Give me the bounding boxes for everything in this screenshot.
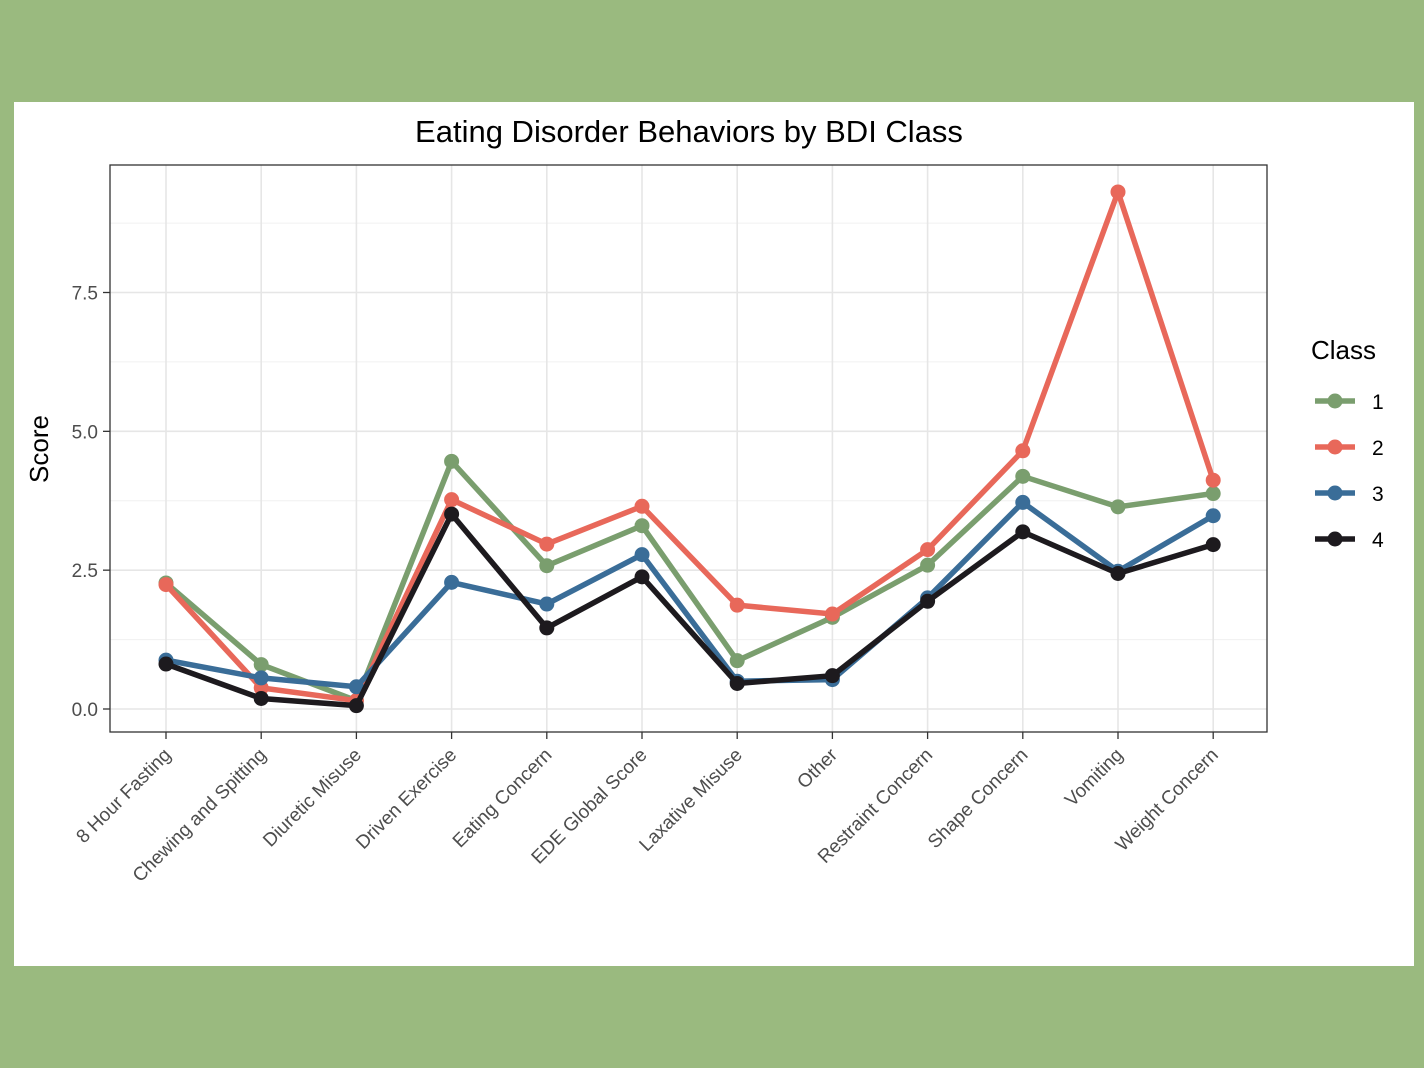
chart-title: Eating Disorder Behaviors by BDI Class bbox=[415, 114, 963, 149]
x-tick-label: Weight Concern bbox=[1112, 745, 1223, 856]
data-point bbox=[920, 593, 936, 609]
data-point bbox=[253, 657, 269, 673]
legend-item-2: 2 bbox=[1315, 437, 1384, 460]
data-point bbox=[444, 492, 460, 508]
data-point bbox=[253, 670, 269, 686]
legend-item-1: 1 bbox=[1315, 391, 1384, 414]
y-tick-label: 2.5 bbox=[72, 561, 98, 582]
legend-key-point bbox=[1327, 439, 1343, 455]
data-point bbox=[1110, 565, 1126, 581]
legend-label: 2 bbox=[1372, 437, 1384, 460]
data-point bbox=[539, 596, 555, 612]
data-point bbox=[158, 577, 174, 593]
data-point bbox=[1015, 524, 1031, 540]
chart-frame: Eating Disorder Behaviors by BDI Class 0… bbox=[14, 102, 1414, 966]
x-tick-label: Other bbox=[793, 744, 842, 793]
data-point bbox=[1205, 537, 1221, 553]
legend-title: Class bbox=[1311, 335, 1376, 365]
series-line bbox=[163, 189, 1216, 704]
legend-label: 4 bbox=[1372, 529, 1384, 552]
y-axis: 0.0 2.5 5.0 7.5 bbox=[72, 284, 110, 721]
legend-label: 3 bbox=[1372, 483, 1384, 506]
data-point bbox=[158, 656, 174, 672]
data-point bbox=[729, 675, 745, 691]
data-point bbox=[539, 536, 555, 552]
data-point bbox=[634, 518, 650, 534]
series-line bbox=[163, 511, 1216, 709]
data-point bbox=[1205, 472, 1221, 488]
data-point bbox=[348, 679, 364, 695]
y-tick-label: 5.0 bbox=[72, 422, 98, 443]
x-tick-label: Vomiting bbox=[1061, 745, 1127, 811]
x-tick-label: Laxative Misuse bbox=[636, 745, 747, 856]
data-point bbox=[1015, 494, 1031, 510]
data-point bbox=[920, 557, 936, 573]
data-point bbox=[634, 569, 650, 585]
data-point bbox=[824, 606, 840, 622]
data-point bbox=[253, 690, 269, 706]
y-tick-label: 7.5 bbox=[72, 284, 98, 305]
data-point bbox=[539, 620, 555, 636]
legend-item-3: 3 bbox=[1315, 483, 1384, 506]
panel-border bbox=[109, 164, 1268, 733]
data-point bbox=[634, 547, 650, 563]
data-point bbox=[1110, 184, 1126, 200]
data-point bbox=[444, 453, 460, 469]
data-point bbox=[444, 574, 460, 590]
legend-key-point bbox=[1327, 485, 1343, 501]
data-point bbox=[729, 597, 745, 613]
series-line bbox=[163, 458, 1216, 704]
data-point bbox=[1015, 468, 1031, 484]
series-layer bbox=[158, 184, 1221, 714]
legend-item-4: 4 bbox=[1315, 529, 1384, 552]
data-point bbox=[1205, 508, 1221, 524]
y-axis-title: Score bbox=[24, 415, 54, 483]
series-line bbox=[163, 499, 1216, 690]
line-chart: Eating Disorder Behaviors by BDI Class 0… bbox=[24, 114, 1384, 887]
data-point bbox=[1110, 499, 1126, 515]
data-point bbox=[539, 558, 555, 574]
x-tick-label: Driven Exercise bbox=[352, 745, 461, 854]
x-tick-label: Shape Concern bbox=[924, 745, 1032, 853]
y-tick-label: 0.0 bbox=[72, 700, 98, 721]
legend-key-point bbox=[1327, 393, 1343, 409]
data-point bbox=[920, 542, 936, 558]
x-tick-label: 8 Hour Fasting bbox=[73, 745, 176, 848]
data-point bbox=[824, 668, 840, 684]
data-point bbox=[1205, 486, 1221, 502]
legend: Class 1 2 3 4 bbox=[1311, 335, 1384, 552]
legend-key-point bbox=[1327, 531, 1343, 547]
panel-background bbox=[110, 165, 1267, 732]
data-point bbox=[444, 506, 460, 522]
x-tick-label: Diuretic Misuse bbox=[259, 745, 366, 852]
data-point bbox=[634, 498, 650, 514]
data-point bbox=[729, 653, 745, 669]
legend-label: 1 bbox=[1372, 391, 1384, 414]
data-point bbox=[1015, 443, 1031, 459]
series-4 bbox=[158, 506, 1221, 714]
grid bbox=[110, 165, 1267, 732]
data-point bbox=[348, 698, 364, 714]
x-tick-label: Eating Concern bbox=[449, 745, 556, 852]
